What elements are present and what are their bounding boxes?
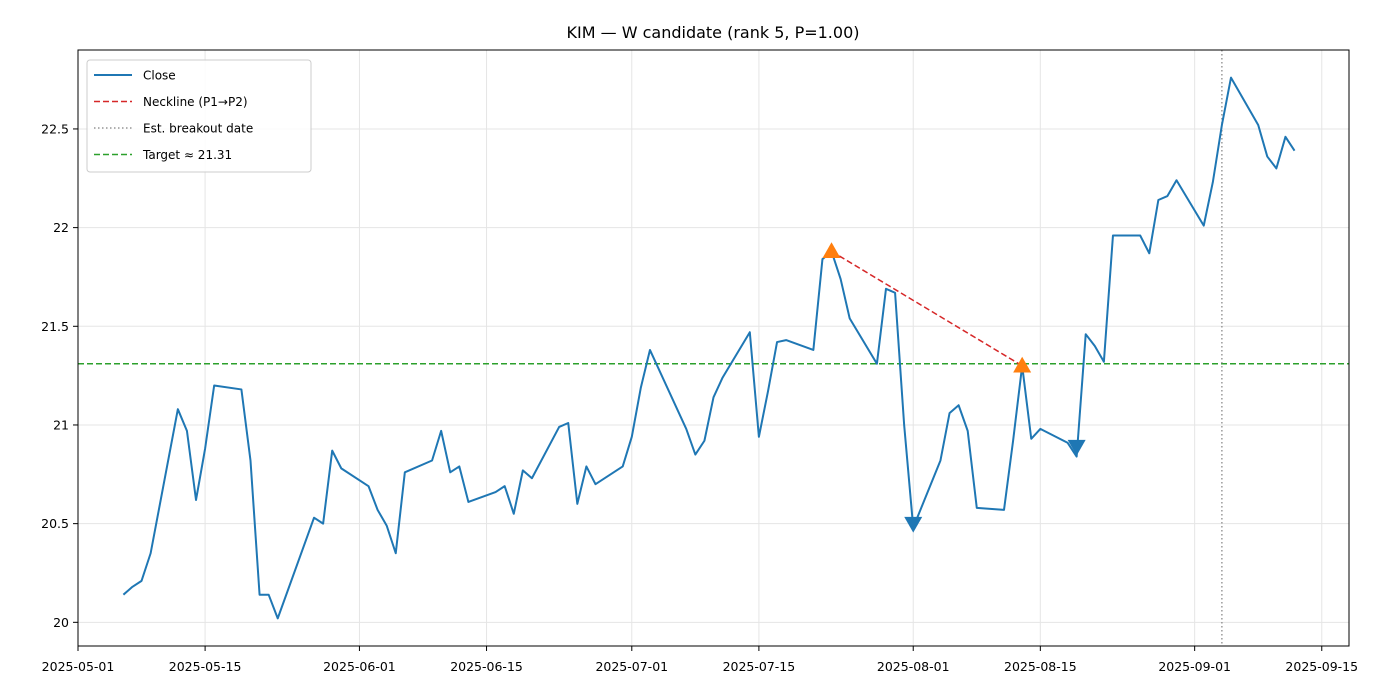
chart-title: KIM — W candidate (rank 5, P=1.00) <box>567 23 860 42</box>
peak-marker <box>822 242 841 259</box>
x-tick-label: 2025-09-15 <box>1285 659 1358 674</box>
reference-lines <box>78 50 1349 646</box>
axes: 2025-05-01 2025-05-15 2025-06-01 2025-06-15… <box>41 121 1358 674</box>
plot-frame <box>77 49 1350 647</box>
y-tick-label: 22 <box>53 220 69 235</box>
x-tick-label: 2025-05-15 <box>169 659 242 674</box>
y-tick-label: 22.5 <box>41 121 69 136</box>
legend-label: Close <box>143 69 176 83</box>
trough-marker <box>904 516 923 533</box>
y-tick-label: 21.5 <box>41 319 69 334</box>
x-tick-label: 2025-07-15 <box>723 659 796 674</box>
markers <box>822 242 1086 533</box>
legend-box <box>86 59 312 173</box>
neckline-line <box>831 250 1023 367</box>
legend: Close Neckline (P1→P2) Est. breakout date T… <box>86 59 312 173</box>
x-tick-label: 2025-07-01 <box>595 659 668 674</box>
legend-label: Neckline (P1→P2) <box>143 95 248 109</box>
x-tick-label: 2025-08-01 <box>877 659 950 674</box>
x-tick-label: 2025-05-01 <box>42 659 115 674</box>
y-tick-label: 20.5 <box>41 516 69 531</box>
y-tick-label: 20 <box>53 615 69 630</box>
trough-marker <box>1067 439 1086 456</box>
close-price-line <box>122 76 1296 620</box>
legend-label: Est. breakout date <box>143 122 253 136</box>
y-tick-label: 21 <box>53 417 69 432</box>
peak-marker <box>1013 356 1032 373</box>
legend-label: Target ≈ 21.31 <box>142 148 232 162</box>
x-tick-label: 2025-09-01 <box>1158 659 1231 674</box>
x-tick-label: 2025-08-15 <box>1004 659 1077 674</box>
x-tick-label: 2025-06-01 <box>323 659 396 674</box>
x-tick-label: 2025-06-15 <box>450 659 523 674</box>
series <box>122 76 1296 620</box>
